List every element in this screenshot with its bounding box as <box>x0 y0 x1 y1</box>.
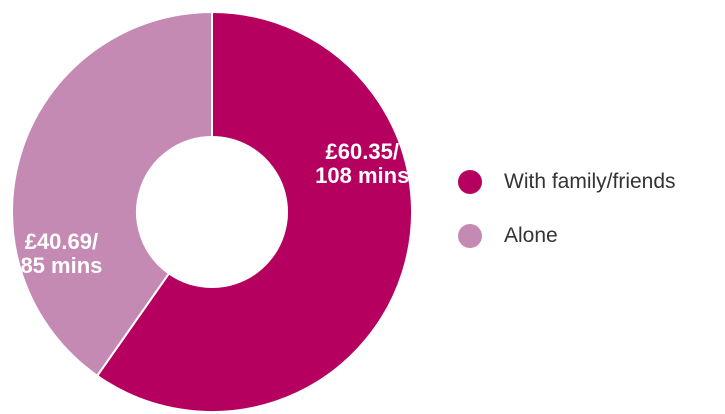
slice-with-family-friends <box>95 10 413 413</box>
legend-item-with-family-friends: With family/friends <box>458 162 676 202</box>
legend-item-alone: Alone <box>458 216 676 256</box>
slice-label-with-family-friends: £60.35/108 mins <box>315 139 409 188</box>
slice-labels: £60.35/108 mins £40.69/85 mins <box>20 139 409 278</box>
legend-label-alone: Alone <box>504 224 558 247</box>
chart-legend: With family/friends Alone <box>458 162 676 270</box>
legend-swatch-alone <box>458 224 482 248</box>
legend-swatch-with-family-friends <box>458 170 482 194</box>
slice-alone <box>11 10 213 378</box>
slice-label-alone: £40.69/85 mins <box>20 229 102 278</box>
legend-label-with-family-friends: With family/friends <box>504 170 676 193</box>
donut-slices <box>11 10 413 413</box>
